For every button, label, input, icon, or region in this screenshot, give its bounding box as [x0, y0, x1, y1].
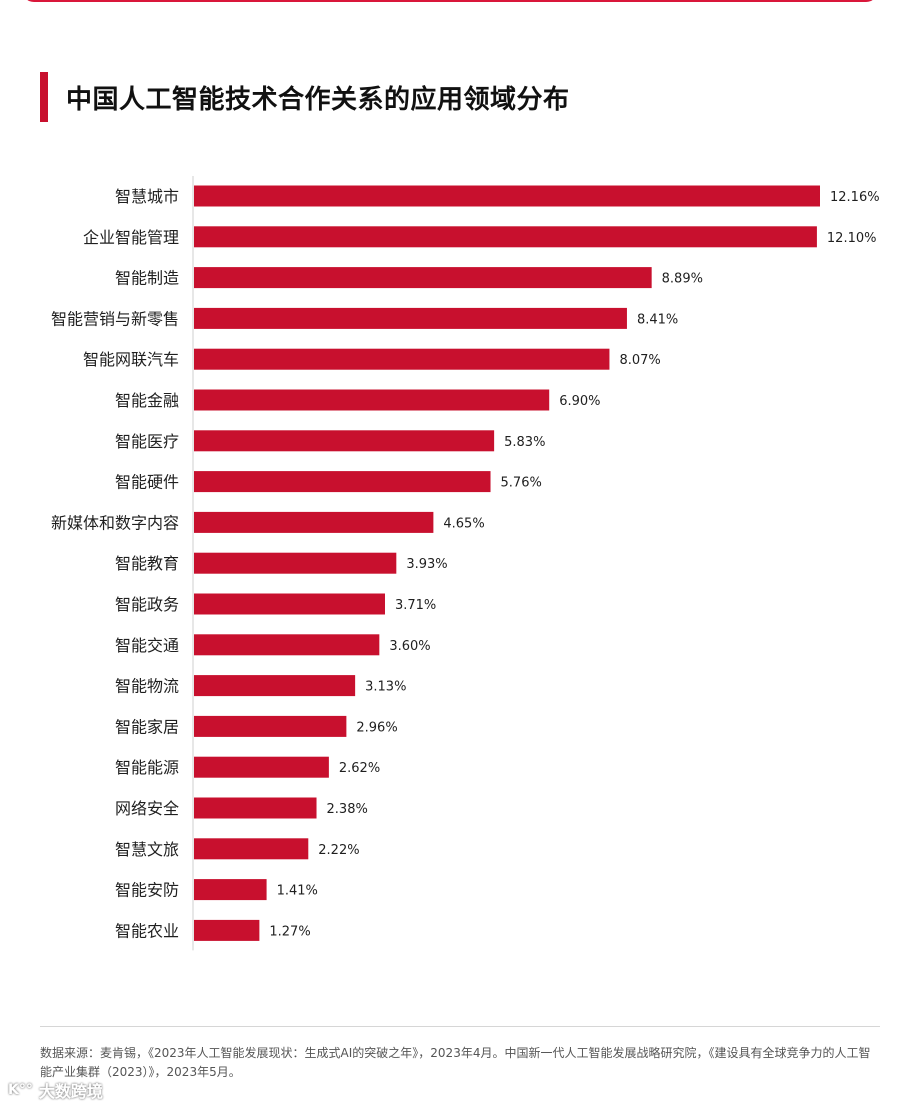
top-border-decoration [22, 0, 878, 2]
bar [194, 185, 820, 207]
bar [194, 879, 267, 901]
category-label: 企业智能管理 [83, 228, 179, 247]
bar [194, 552, 397, 574]
category-label: 智能能源 [115, 758, 179, 777]
data-label: 3.93% [406, 557, 447, 572]
data-label: 8.07% [619, 353, 660, 368]
category-label: 智能政务 [115, 595, 179, 614]
category-label: 网络安全 [115, 799, 179, 818]
category-label: 智能营销与新零售 [51, 309, 179, 328]
data-label: 4.65% [443, 516, 484, 531]
bar [194, 593, 385, 615]
category-label: 智慧城市 [115, 187, 179, 206]
data-label: 1.41% [277, 884, 318, 899]
data-label: 3.13% [365, 680, 406, 695]
data-label: 8.89% [662, 272, 703, 287]
bar [194, 675, 356, 697]
watermark-text: 大数跨境 [38, 1082, 103, 1101]
category-label: 智能家居 [115, 717, 179, 736]
category-label: 智能医疗 [115, 432, 179, 451]
bar [194, 389, 550, 411]
data-label: 3.71% [395, 598, 436, 613]
category-label: 智能金融 [115, 391, 179, 410]
bar [194, 838, 309, 860]
bar [194, 226, 817, 248]
data-label: 3.60% [389, 639, 430, 654]
data-label: 1.27% [269, 924, 310, 939]
bar [194, 511, 434, 533]
category-label: 智慧文旅 [115, 840, 179, 859]
category-label: 智能网联汽车 [83, 350, 179, 369]
source-divider [40, 1026, 880, 1027]
data-label: 2.22% [318, 843, 359, 858]
title-accent-bar [40, 72, 48, 122]
watermark: K°° 大数跨境 [8, 1078, 103, 1102]
category-label: 智能物流 [115, 677, 179, 696]
data-label: 8.41% [637, 312, 678, 327]
chart-title: 中国人工智能技术合作关系的应用领域分布 [66, 84, 570, 115]
category-label: 智能硬件 [115, 473, 179, 492]
data-label: 2.62% [339, 761, 380, 776]
bar [194, 267, 652, 289]
bar [194, 430, 495, 452]
bar [194, 634, 380, 656]
data-label: 12.10% [827, 231, 877, 246]
bar-chart: 智慧城市 12.16% 企业智能管理 12.10% 智能制造 8.89% 智能营销与新零售 8… [51, 176, 880, 951]
data-label: 5.76% [501, 476, 542, 491]
bar [194, 797, 317, 819]
category-label: 智能农业 [115, 921, 179, 940]
data-label: 5.83% [504, 435, 545, 450]
data-label: 2.96% [356, 720, 397, 735]
category-label: 智能安防 [115, 881, 179, 900]
bar [194, 756, 329, 778]
bar [194, 307, 627, 329]
category-label: 智能制造 [115, 269, 179, 288]
bar [194, 919, 260, 941]
data-label: 2.38% [327, 802, 368, 817]
bar [194, 348, 610, 370]
chart-header: 中国人工智能技术合作关系的应用领域分布 [40, 72, 570, 122]
bar [194, 715, 347, 737]
category-label: 新媒体和数字内容 [51, 513, 179, 532]
category-label: 智能交通 [115, 636, 179, 655]
data-label: 12.16% [830, 190, 880, 205]
data-label: 6.90% [559, 394, 600, 409]
watermark-logo-icon: K°° [8, 1082, 33, 1098]
source-note: 数据来源：麦肯锡，《2023年人工智能发展现状：生成式AI的突破之年》，2023… [40, 1046, 871, 1079]
category-label: 智能教育 [115, 554, 179, 573]
bar [194, 471, 491, 493]
